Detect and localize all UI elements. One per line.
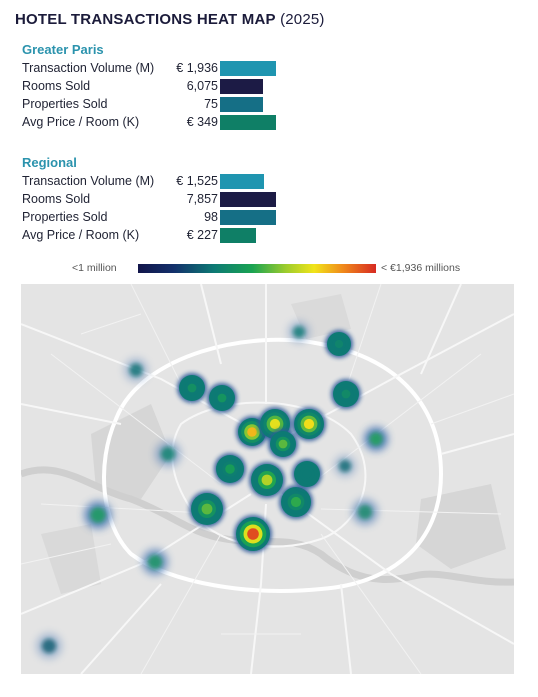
- stat-row: Transaction Volume (M) € 1,936: [22, 60, 322, 78]
- heat-spot: [234, 515, 272, 553]
- stat-row: Rooms Sold 6,075: [22, 78, 322, 96]
- heat-spot: [142, 549, 168, 575]
- heat-spot: [334, 455, 356, 477]
- stat-row: Avg Price / Room (K) € 227: [22, 227, 322, 245]
- stat-label: Rooms Sold: [22, 79, 91, 93]
- legend-high-label: < €1,936 millions: [381, 262, 461, 274]
- stat-bar: [220, 228, 256, 243]
- stat-bar: [220, 210, 276, 225]
- section-greater-paris: Greater Paris Transaction Volume (M) € 1,…: [22, 42, 322, 132]
- heat-spot: [331, 379, 361, 409]
- map-canvas: [21, 284, 514, 674]
- heat-spot: [189, 491, 225, 527]
- stat-label: Properties Sold: [22, 210, 108, 224]
- stat-label: Rooms Sold: [22, 192, 91, 206]
- heat-spot: [288, 321, 310, 343]
- stat-bar: [220, 115, 276, 130]
- title-main: HOTEL TRANSACTIONS HEAT MAP: [15, 11, 276, 28]
- heat-spot: [177, 373, 207, 403]
- stat-bar: [220, 61, 276, 76]
- section-regional: Regional Transaction Volume (M) € 1,525 R…: [22, 155, 322, 245]
- heat-spot: [268, 429, 298, 459]
- stat-row: Avg Price / Room (K) € 349: [22, 114, 322, 132]
- stat-bar: [220, 174, 264, 189]
- stat-label: Transaction Volume (M): [22, 174, 155, 188]
- heat-spots: [36, 321, 388, 659]
- heat-spot: [292, 407, 326, 441]
- stat-value: 7,857: [186, 192, 218, 206]
- heat-map: [21, 284, 514, 674]
- legend-gradient-bar: [138, 264, 376, 273]
- heat-spot: [249, 462, 285, 498]
- stat-row: Properties Sold 98: [22, 209, 322, 227]
- section-heading: Greater Paris: [22, 42, 104, 57]
- heat-spot: [155, 441, 181, 467]
- stat-value: € 227: [186, 228, 218, 242]
- stat-row: Properties Sold 75: [22, 96, 322, 114]
- heat-spot: [325, 330, 353, 358]
- stat-value: € 349: [186, 115, 218, 129]
- heat-spot: [364, 427, 388, 451]
- stat-bar: [220, 192, 276, 207]
- color-legend: <1 million < €1,936 millions: [0, 262, 538, 276]
- legend-low-label: <1 million: [72, 262, 117, 274]
- heat-spot: [292, 459, 322, 489]
- heat-spot: [214, 453, 246, 485]
- heat-spot: [207, 383, 237, 413]
- stat-bar: [220, 79, 263, 94]
- heat-spot: [352, 499, 378, 525]
- heat-spot: [124, 358, 148, 382]
- stat-label: Avg Price / Room (K): [22, 228, 140, 242]
- title-year: (2025): [280, 11, 325, 28]
- stat-value: € 1,525: [176, 174, 218, 188]
- stat-value: 75: [204, 97, 218, 111]
- stat-bar: [220, 97, 263, 112]
- page-title: HOTEL TRANSACTIONS HEAT MAP (2025): [15, 11, 325, 28]
- heat-spot: [36, 633, 62, 659]
- stat-value: 6,075: [186, 79, 218, 93]
- heat-spot: [84, 501, 112, 529]
- stat-value: 98: [204, 210, 218, 224]
- stat-label: Transaction Volume (M): [22, 61, 155, 75]
- section-heading: Regional: [22, 155, 77, 170]
- stat-row: Rooms Sold 7,857: [22, 191, 322, 209]
- stat-label: Avg Price / Room (K): [22, 115, 140, 129]
- stat-value: € 1,936: [176, 61, 218, 75]
- map-background: [21, 284, 514, 674]
- stat-label: Properties Sold: [22, 97, 108, 111]
- stat-row: Transaction Volume (M) € 1,525: [22, 173, 322, 191]
- heat-spot: [279, 485, 313, 519]
